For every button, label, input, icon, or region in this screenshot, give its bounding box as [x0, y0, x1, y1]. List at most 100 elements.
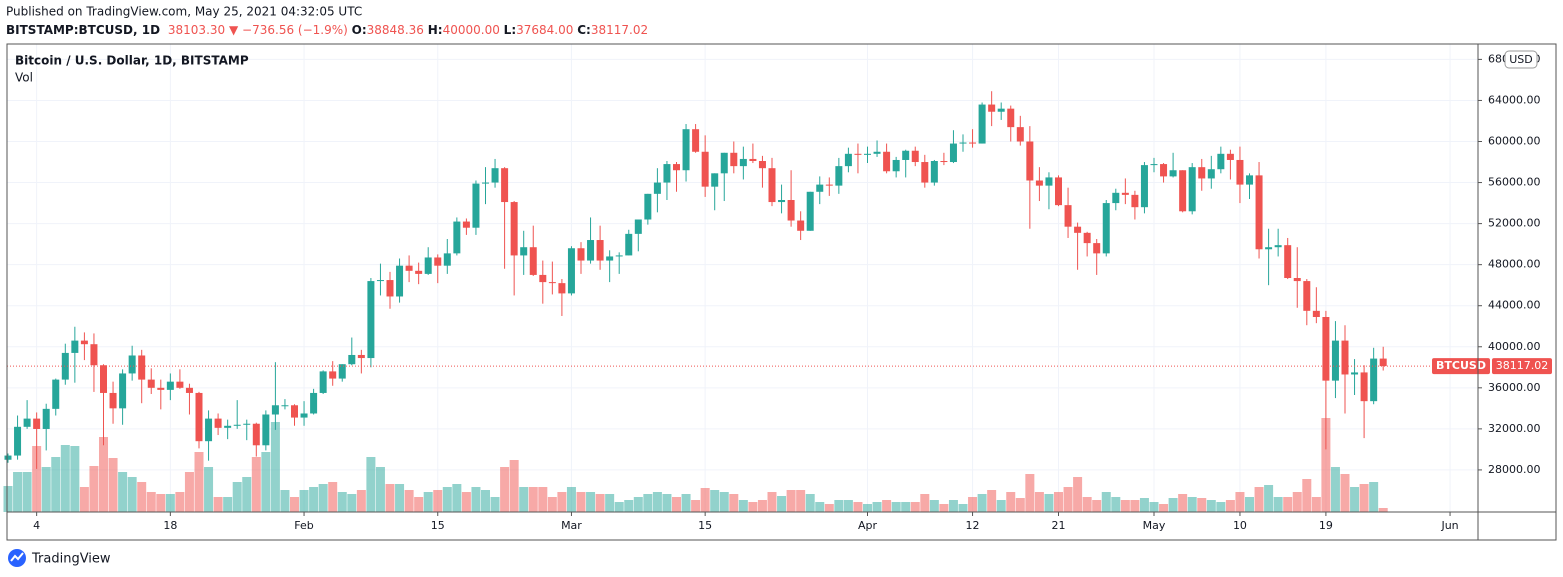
- candle-body: [233, 424, 241, 426]
- candle-body: [319, 371, 327, 393]
- volume-bar: [22, 472, 32, 512]
- candle-body: [1131, 194, 1139, 208]
- volume-bar: [1216, 502, 1226, 512]
- candle-body: [262, 414, 270, 446]
- candle-body: [310, 392, 318, 414]
- volume-bar: [777, 496, 787, 512]
- candle-body: [1284, 245, 1292, 278]
- candle-body: [157, 387, 165, 390]
- volume-bar: [1034, 492, 1044, 512]
- candle-body: [195, 392, 203, 442]
- candle-body: [883, 151, 891, 172]
- volume-bar: [557, 492, 567, 512]
- candle-body: [1083, 232, 1091, 244]
- volume-bar: [261, 452, 271, 512]
- candle-body: [443, 253, 451, 266]
- volume-bar: [757, 500, 767, 512]
- candle-body: [138, 355, 146, 380]
- volume-bar: [118, 472, 128, 512]
- candle-body: [1055, 177, 1062, 206]
- volume-bar: [79, 487, 89, 512]
- candle-body: [1064, 205, 1072, 227]
- candle-body: [787, 200, 795, 221]
- candle-body: [892, 159, 900, 172]
- volume-bar: [538, 487, 548, 512]
- y-tick-label: 36000.00: [1488, 381, 1541, 394]
- volume-bar: [481, 490, 490, 512]
- volume-bar: [127, 477, 137, 512]
- x-tick-label: 18: [163, 519, 177, 532]
- candle-body: [997, 108, 1005, 112]
- volume-bar: [290, 497, 299, 512]
- candle-body: [606, 256, 614, 261]
- candle-body: [969, 142, 977, 144]
- volume-bar: [1120, 500, 1130, 512]
- volume-bar: [691, 500, 701, 512]
- candle-body: [864, 153, 871, 155]
- volume-bar: [1139, 498, 1149, 512]
- candle-body: [4, 455, 12, 460]
- candle-body: [271, 405, 279, 415]
- x-tick-label: 12: [966, 519, 980, 532]
- volume-bar: [729, 494, 739, 512]
- candle-body: [596, 240, 604, 261]
- candle-body: [1188, 167, 1196, 212]
- volume-bar: [815, 502, 825, 512]
- candle-body: [71, 340, 79, 353]
- volume-bar: [681, 494, 691, 512]
- candle-body: [1150, 164, 1158, 166]
- volume-bar: [1101, 492, 1111, 512]
- candle-body: [978, 104, 986, 144]
- candle-body: [415, 270, 423, 274]
- x-tick-label: 15: [698, 519, 712, 532]
- volume-bar: [490, 497, 500, 512]
- candle-body: [1341, 340, 1349, 375]
- candle-body: [835, 166, 843, 186]
- volume-bar: [452, 484, 462, 512]
- candle-body: [911, 150, 919, 163]
- volume-bar: [146, 492, 156, 512]
- currency-badge[interactable]: [1504, 50, 1538, 69]
- candle-body: [558, 283, 566, 294]
- volume-bar: [1006, 492, 1016, 512]
- volume-bar: [1359, 484, 1369, 512]
- volume-bar: [89, 466, 99, 512]
- candle-body: [1255, 175, 1263, 250]
- volume-bar: [3, 486, 13, 512]
- volume-bar: [872, 502, 882, 512]
- volume-bar: [652, 492, 662, 512]
- candle-body: [291, 405, 298, 418]
- volume-bar: [595, 494, 605, 512]
- volume-bar: [662, 494, 672, 512]
- volume-bar: [194, 452, 204, 512]
- volume-bar: [500, 467, 510, 512]
- footer-logo: TradingView: [8, 549, 111, 567]
- footer-brand: TradingView: [31, 552, 111, 567]
- volume-bar: [948, 500, 958, 512]
- candle-body: [1198, 167, 1206, 179]
- volume-bar: [375, 467, 385, 512]
- volume-bar: [1321, 418, 1331, 512]
- volume-bar: [1092, 500, 1102, 512]
- h-label: H:: [428, 23, 443, 37]
- candle-body: [1102, 203, 1110, 254]
- candle-body: [1312, 310, 1320, 317]
- last-price-value-box: [1492, 358, 1552, 375]
- currency-label[interactable]: USD: [1509, 53, 1533, 66]
- volume-bar: [519, 487, 529, 512]
- volume-bar: [1130, 500, 1140, 512]
- candle-body: [1360, 372, 1368, 402]
- candle-body: [720, 152, 728, 174]
- candle-body: [1351, 372, 1359, 375]
- candle-body: [1140, 165, 1148, 208]
- volume-bar: [929, 500, 939, 512]
- volume-bar: [41, 467, 51, 512]
- candle-body: [1265, 247, 1273, 250]
- volume-bar: [433, 490, 443, 512]
- y-tick-label: 44000.00: [1488, 299, 1541, 312]
- volume-bar: [251, 457, 261, 512]
- volume-bar: [232, 482, 242, 512]
- volume-bar: [996, 500, 1006, 512]
- volume-bar: [13, 472, 23, 512]
- candle-body: [825, 184, 833, 186]
